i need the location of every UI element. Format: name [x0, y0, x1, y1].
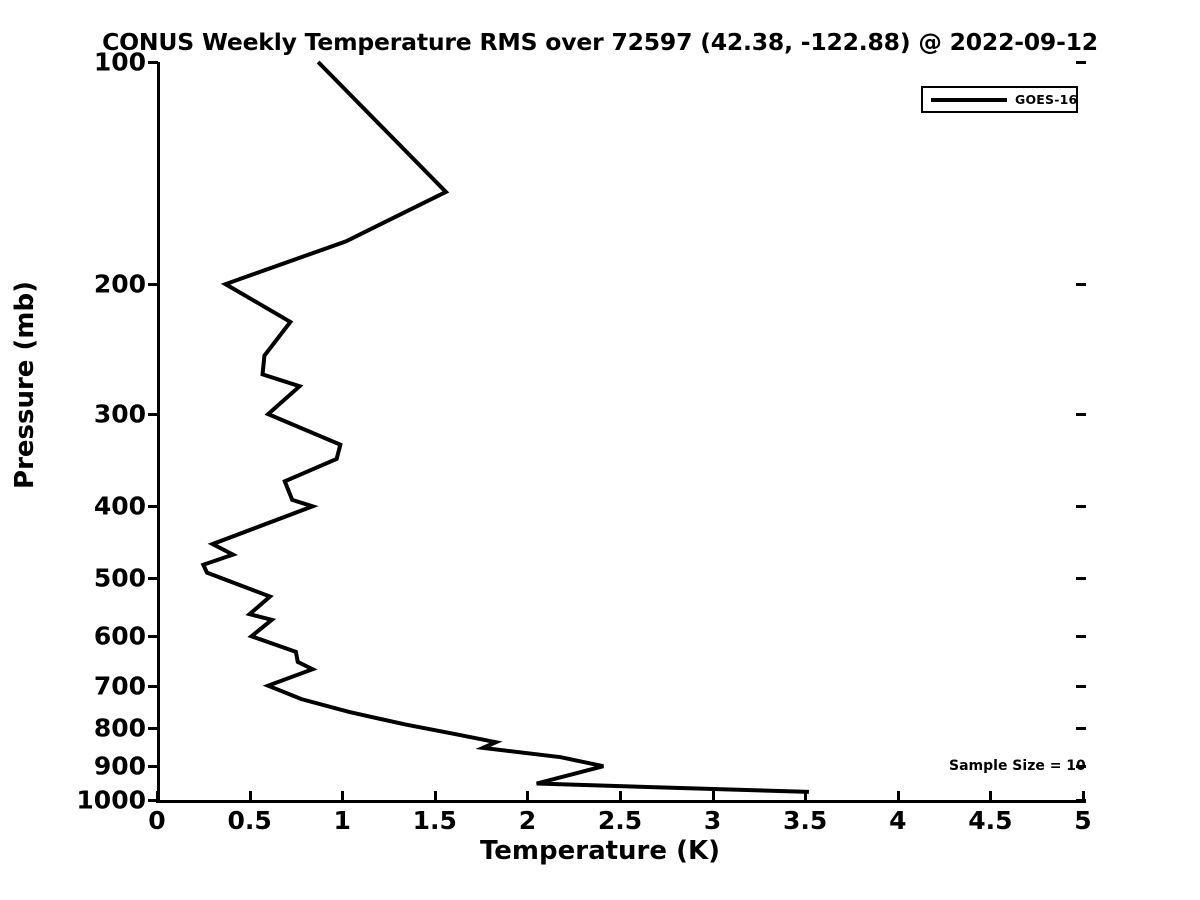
x-tick-3-5	[804, 791, 808, 803]
y-tick-800	[148, 727, 158, 731]
y-tick-700	[148, 684, 158, 688]
x-tick-label-3: 3	[703, 806, 722, 835]
y-tick-label-300: 300	[93, 399, 146, 429]
y-tick-label-200: 200	[93, 269, 146, 299]
x-tick-4	[896, 791, 900, 803]
sample-size-annotation: Sample Size = 10	[949, 758, 1086, 774]
y-axis-spine	[157, 62, 160, 803]
x-tick-2-5	[619, 791, 622, 803]
x-tick-5	[1082, 791, 1085, 803]
y-tick-label-100: 100	[93, 47, 146, 77]
y-tick-600	[148, 635, 158, 639]
legend[interactable]: GOES-16	[921, 86, 1078, 113]
legend-label-goes-16: GOES-16	[1015, 92, 1078, 107]
x-tick-1-5	[433, 791, 437, 803]
y-tick-label-700: 700	[93, 671, 146, 701]
y-tick-right-200	[1076, 283, 1086, 287]
y-tick-right-1000	[1076, 799, 1086, 802]
y-tick-right-700	[1076, 684, 1086, 688]
x-tick-label-1: 1	[333, 806, 351, 835]
x-tick-label-5: 5	[1074, 806, 1092, 835]
y-tick-label-500: 500	[93, 563, 146, 593]
x-tick-label-2: 2	[518, 806, 537, 835]
y-tick-900	[148, 765, 158, 769]
y-tick-100	[148, 61, 158, 64]
page-title: CONUS Weekly Temperature RMS over 72597 …	[102, 28, 1098, 56]
x-tick-label-3-5: 3.5	[783, 806, 828, 835]
x-axis-label: Temperature (K)	[480, 836, 720, 866]
x-tick-2	[526, 791, 530, 803]
x-tick-4-5	[989, 791, 993, 803]
y-tick-label-900: 900	[93, 751, 146, 781]
x-tick-0-5	[248, 791, 252, 803]
x-tick-1	[341, 791, 345, 803]
x-tick-label-1-5: 1.5	[412, 806, 457, 835]
x-tick-label-0-5: 0.5	[227, 806, 272, 835]
y-tick-300	[148, 413, 158, 417]
y-tick-label-800: 800	[93, 713, 146, 743]
y-tick-label-600: 600	[93, 621, 146, 651]
y-tick-label-1000: 1000	[76, 785, 146, 815]
y-tick-right-900	[1076, 765, 1086, 769]
y-tick-200	[148, 283, 158, 287]
series-line-goes-16	[200, 60, 809, 794]
y-tick-right-100	[1076, 61, 1086, 64]
y-tick-right-500	[1076, 576, 1086, 580]
y-tick-right-600	[1076, 635, 1086, 639]
legend-swatch-goes-16	[931, 97, 1007, 102]
x-tick-3	[711, 791, 715, 803]
x-tick-0	[156, 791, 159, 803]
x-tick-label-0: 0	[148, 806, 166, 835]
y-tick-400	[148, 505, 158, 509]
x-tick-label-2-5: 2.5	[597, 806, 643, 835]
y-tick-right-800	[1076, 727, 1086, 731]
y-tick-right-400	[1076, 505, 1086, 509]
y-tick-1000	[148, 799, 158, 802]
y-tick-500	[148, 576, 158, 580]
x-tick-label-4: 4	[889, 806, 907, 835]
y-tick-label-400: 400	[93, 491, 146, 521]
x-tick-label-4-5: 4.5	[968, 806, 1013, 835]
y-tick-right-300	[1076, 413, 1086, 417]
